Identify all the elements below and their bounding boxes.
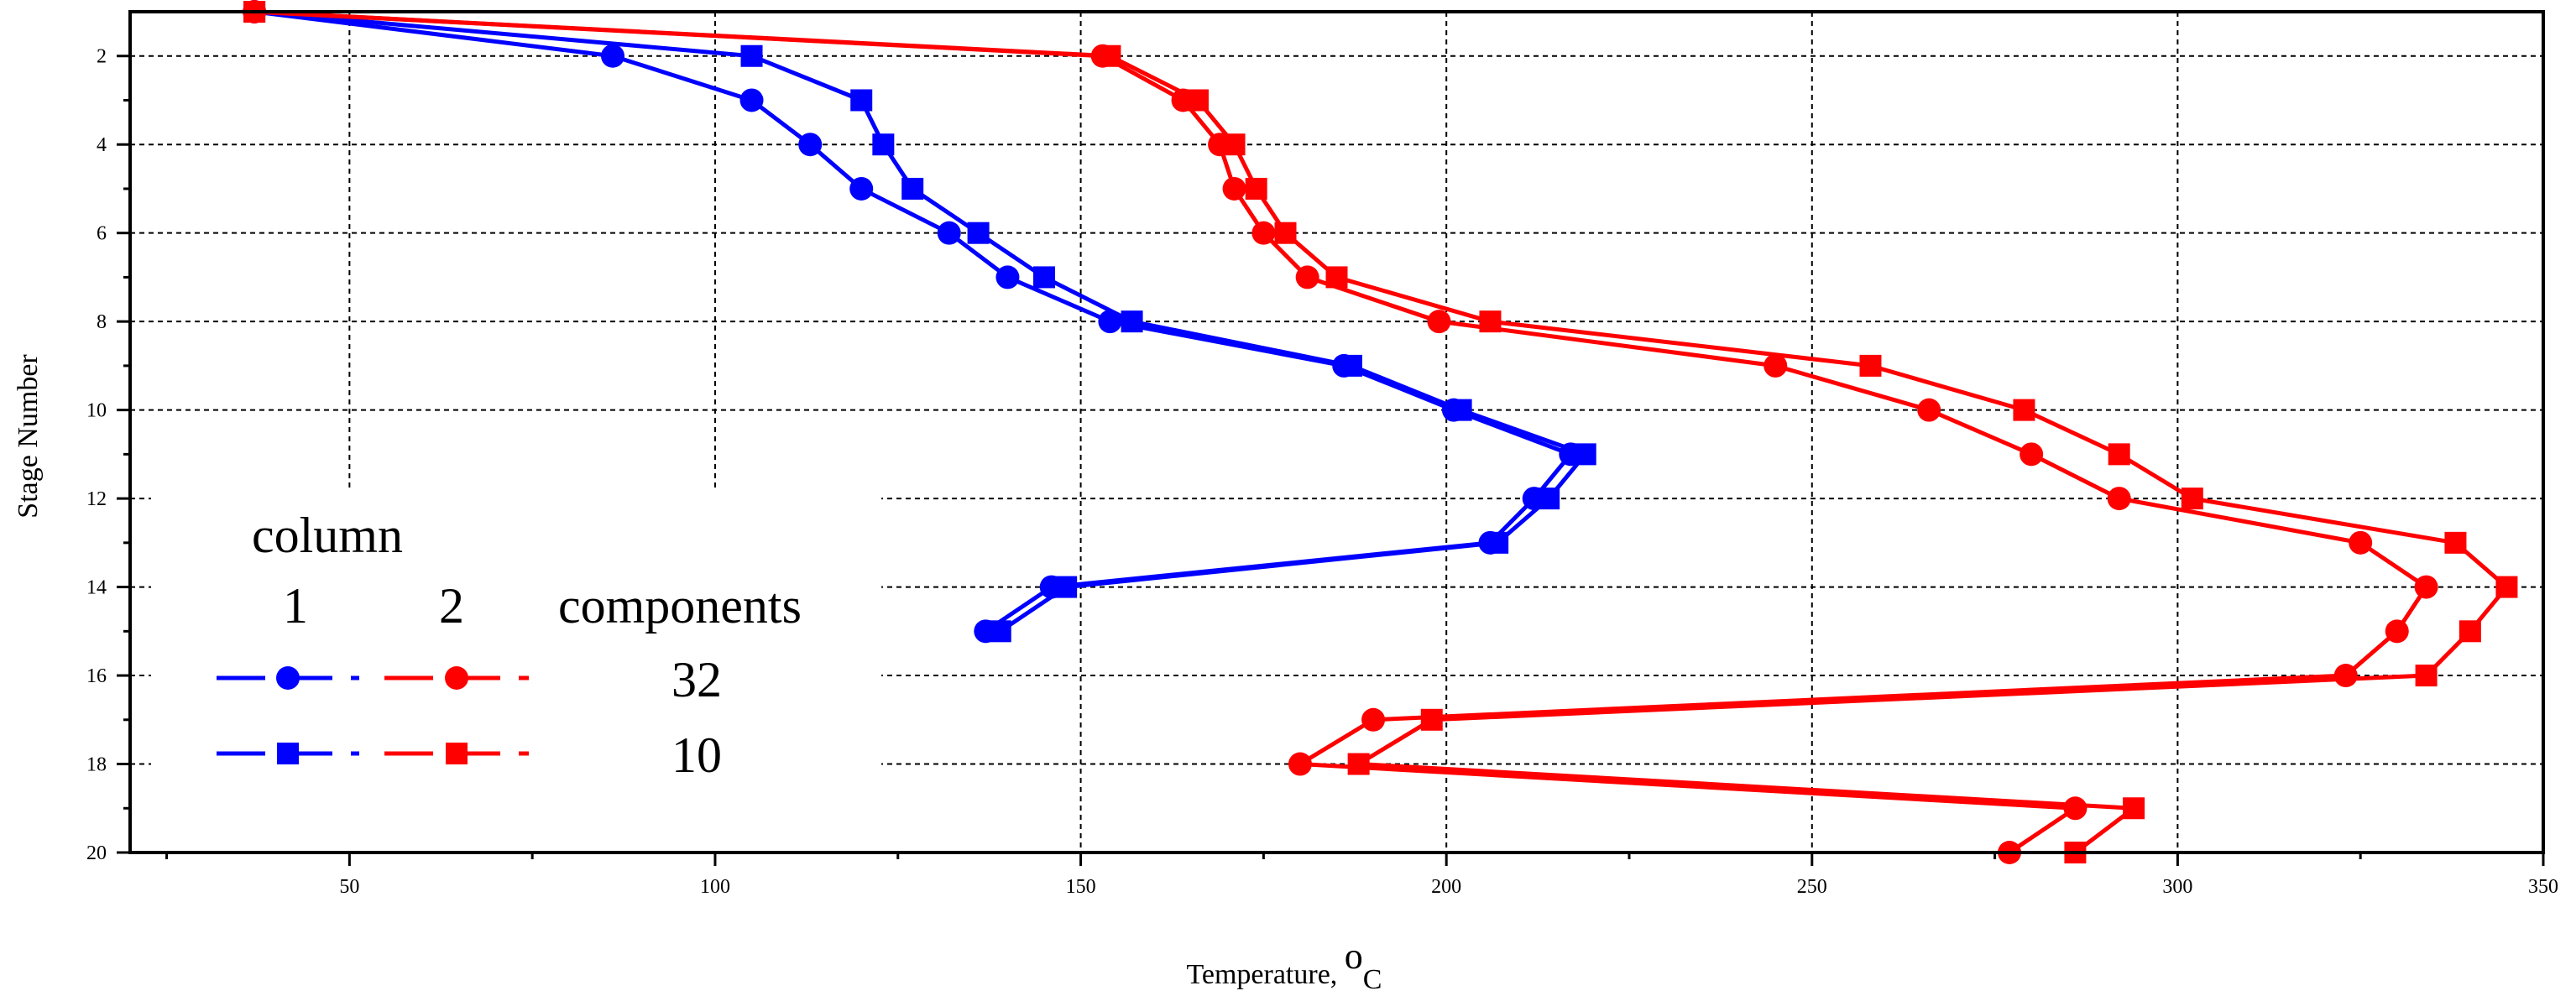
series-3-point-stage-7 [1295,265,1319,289]
legend-marker-3 [277,743,299,764]
series-2-point-stage-6 [967,222,990,244]
x-tick-label-200: 200 [1431,876,1461,898]
legend-col1-label: 1 [283,578,308,634]
series-4-point-stage-8 [1479,310,1502,333]
legend-background [151,491,881,860]
series-4-point-stage-15 [2458,620,2481,643]
series-1-point-stage-7 [995,265,1020,289]
legend-symbols [217,666,529,764]
series-3-point-stage-8 [1427,310,1451,334]
series-2-point-stage-5 [901,177,924,200]
y-tick-label-2: 2 [97,46,107,68]
series-4-point-stage-2 [1099,44,1121,67]
series-1-point-stage-4 [798,133,823,157]
series-3-point-stage-18 [1288,752,1312,776]
series-3-point-stage-14 [2414,575,2438,599]
series-3-point-stage-6 [1251,221,1276,245]
legend-marker-2 [445,666,468,690]
series-3-point-stage-9 [1763,353,1788,378]
legend-marker-1 [276,666,300,690]
x-tick-label-300: 300 [2162,876,2192,898]
series-2-point-stage-13 [1487,531,1509,554]
series-3-point-stage-13 [2349,530,2373,555]
x-axis-title: Temperature, oC [1187,936,1382,995]
series-4-point-stage-14 [2495,576,2518,598]
series-4-point-stage-3 [1186,89,1209,112]
series-2-point-stage-3 [850,89,873,112]
series-4-point-stage-18 [1347,753,1370,775]
legend-row2-label: 10 [671,727,722,783]
series-4-point-stage-17 [1420,708,1443,731]
grid-lines [130,12,2543,853]
series-4-point-stage-4 [1223,133,1246,156]
series-1-point-stage-3 [739,88,764,112]
y-tick-label-20: 20 [86,842,107,864]
series-4-point-stage-9 [1859,354,1882,377]
x-tick-label-50: 50 [339,876,359,898]
series-4-point-stage-6 [1274,222,1297,244]
x-axis-title-superscript: o [1345,936,1363,977]
series-4-point-stage-12 [2181,488,2203,510]
plot-frame [128,10,2545,854]
series-2-point-stage-4 [872,133,895,156]
x-tick-label-250: 250 [1797,876,1827,898]
y-tick-label-6: 6 [97,223,107,245]
series-2-point-stage-12 [1538,488,1560,510]
legend-col2-label: 2 [439,578,464,634]
series-4-point-stage-10 [2013,399,2035,421]
legend-title: column [252,508,403,563]
legend-row1-label: 32 [671,652,722,707]
y-tick-label-16: 16 [86,665,107,687]
axes [128,10,2545,854]
x-tick-label-100: 100 [700,876,730,898]
y-tick-label-14: 14 [86,577,107,599]
series-1-point-stage-2 [601,44,624,68]
y-axis-title: Stage Number [13,354,44,519]
series-2-point-stage-9 [1340,354,1362,377]
series-3-point-stage-16 [2333,664,2358,688]
series-4-point-stage-11 [2108,443,2130,466]
series-2-point-stage-10 [1450,399,1472,421]
data-series [243,0,2518,864]
series-4-point-stage-16 [2415,665,2438,687]
series-4-point-stage-5 [1245,177,1267,200]
series-2-point-stage-2 [740,44,763,67]
y-tick-label-8: 8 [97,311,107,333]
y-tick-label-18: 18 [86,754,107,776]
series-3-point-stage-10 [1917,398,1941,422]
series-1-point-stage-6 [937,221,961,245]
series-4-point-stage-19 [2123,797,2145,820]
y-tick-label-4: 4 [97,134,107,156]
series-2-point-stage-14 [1055,576,1078,598]
series-2-point-stage-11 [1574,443,1596,466]
series-1-point-stage-5 [849,176,874,201]
series-2-point-stage-15 [989,620,1011,643]
series-2-point-stage-8 [1121,310,1143,333]
series-4-point-stage-13 [2444,531,2467,554]
x-tick-label-150: 150 [1066,876,1096,898]
series-3-point-stage-15 [2385,619,2409,644]
tick-marks [117,55,2545,866]
y-tick-label-12: 12 [86,488,107,510]
series-3-point-stage-11 [2020,442,2044,467]
legend: column 1 2 components 32 10 [217,508,802,783]
x-axis-title-main: Temperature, [1187,959,1345,990]
series-3-point-stage-12 [2107,487,2131,511]
x-tick-label-350: 350 [2528,876,2558,898]
series-4-point-stage-7 [1325,266,1348,289]
series-2-point-stage-7 [1033,266,1056,289]
y-tick-label-10: 10 [86,400,107,422]
legend-marker-4 [446,743,468,764]
series-3-point-stage-5 [1222,176,1246,201]
x-axis-title-subscript: C [1363,964,1382,995]
series-3-point-stage-17 [1361,707,1386,732]
legend-components-header: components [558,578,802,634]
series-3-point-stage-19 [2063,796,2087,821]
